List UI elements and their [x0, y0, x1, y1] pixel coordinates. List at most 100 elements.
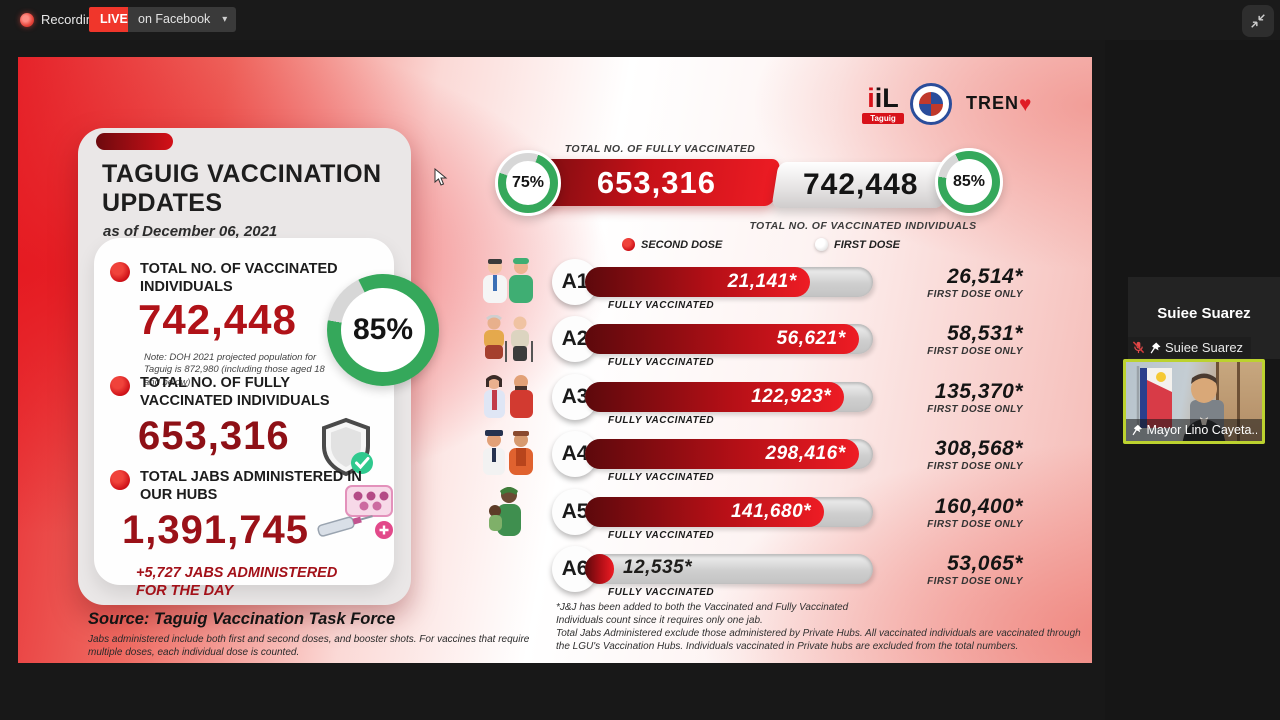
philippine-flag — [1136, 366, 1172, 432]
mouse-cursor — [434, 168, 448, 186]
city-of-taguig-seal — [910, 83, 952, 125]
fully-vaccinated-bar: 122,923* — [585, 382, 873, 412]
stat2-value: 653,316 — [138, 414, 290, 458]
vaccinated-percent-donut-small: 85% — [935, 148, 1003, 216]
bullet-icon — [110, 376, 130, 396]
first-dose-value: 58,531* — [947, 322, 1023, 345]
fully-vaccinated-value: 141,680* — [730, 501, 812, 522]
first-dose-value: 308,568* — [934, 437, 1023, 460]
speaker-nameplate-text: Suiee Suarez — [1165, 340, 1244, 355]
slide-subtitle: as of December 06, 2021 — [103, 223, 278, 240]
brand-pill — [96, 133, 173, 150]
live-destination-dropdown[interactable]: on Facebook ▾ — [128, 7, 237, 32]
first-dose-caption: FIRST DOSE ONLY — [927, 404, 1023, 415]
first-dose-legend-dot — [815, 238, 828, 251]
video-name-text: Mayor Lino Cayeta... — [1146, 423, 1258, 437]
bullet-icon — [110, 262, 130, 282]
fully-vaccinated-bar: 141,680* — [585, 497, 873, 527]
vaccination-infographic-slide: TAGUIG VACCINATION UPDATES as of Decembe… — [18, 57, 1092, 663]
active-speaker-video[interactable]: Mayor Lino Cayeta... — [1123, 359, 1265, 444]
footnote-private-hubs: Total Jabs Administered exclude those ad… — [556, 628, 1081, 653]
fully-vaccinated-value: 56,621* — [776, 328, 846, 349]
senior-citizens-icon — [466, 314, 548, 370]
heart-icon: ♥ — [1019, 93, 1033, 116]
stat1-note: Note: DOH 2021 projected population for … — [144, 352, 325, 388]
bar-caption: FULLY VACCINATED — [608, 300, 715, 311]
bar-caption: FULLY VACCINATED — [608, 587, 715, 598]
stat1-label: TOTAL NO. OF VACCINATED INDIVIDUALS — [140, 261, 338, 296]
stat3-subtext: +5,727 JABS ADMINISTERED FOR THE DAY — [136, 565, 338, 600]
table-row-a6: A6 12,535* FULLY VACCINATED 53,065* FIRS… — [18, 546, 1092, 604]
bar-caption: FULLY VACCINATED — [608, 415, 715, 426]
exit-fullscreen-button[interactable] — [1242, 5, 1274, 37]
footnote-jj: *J&J has been added to both the Vaccinat… — [556, 602, 849, 627]
second-dose-legend-label: SECOND DOSE — [641, 239, 723, 251]
participants-sidebar: Suiee Suarez Suiee Suarez — [1105, 40, 1280, 720]
live-destination-label: on Facebook — [138, 12, 211, 26]
second-dose-legend-dot — [622, 238, 635, 251]
fully-vaccinated-value: 298,416* — [765, 443, 846, 464]
stats-card: TOTAL NO. OF VACCINATED INDIVIDUALS 742,… — [94, 238, 439, 599]
stat3-label: TOTAL JABS ADMINISTERED IN OUR HUBS — [140, 469, 362, 504]
table-row-a2: A2 56,621* FULLY VACCINATED 58,531* FIRS… — [18, 316, 1092, 374]
il-taguig-logo: iiLiL Taguig — [860, 85, 906, 124]
fully-vaccinated-value: 21,141* — [727, 271, 797, 292]
stat1-value: 742,448 — [138, 296, 297, 343]
fully-vaccinated-banner: 653,316 — [533, 159, 781, 206]
fully-percent-donut: 75% — [495, 150, 561, 216]
recording-label: Recording — [41, 12, 101, 27]
mic-muted-icon — [1132, 341, 1145, 354]
first-dose-caption: FIRST DOSE ONLY — [927, 461, 1023, 472]
video-nameplate: Mayor Lino Cayeta... — [1126, 419, 1262, 441]
priority-group-badge: A1 — [552, 259, 598, 305]
indigent-population-icon — [466, 485, 548, 546]
table-row-a1: A1 21,141* FULLY VACCINATED 26,514* FIRS… — [18, 259, 1092, 317]
summary-card: TAGUIG VACCINATION UPDATES as of Decembe… — [78, 128, 439, 605]
bar-caption: FULLY VACCINATED — [608, 472, 715, 483]
first-dose-value: 53,065* — [947, 552, 1023, 575]
vaccinated-individuals-banner: 742,448 — [771, 162, 951, 208]
fully-vaccinated-value: 122,923* — [751, 386, 832, 407]
first-dose-value: 160,400* — [934, 495, 1023, 518]
dropdown-caret-icon: ▾ — [222, 14, 228, 25]
stat2-label: TOTAL NO. OF FULLY VACCINATED INDIVIDUAL… — [140, 375, 330, 410]
vaccinated-banner-label: TOTAL NO. OF VACCINATED INDIVIDUALS — [749, 220, 977, 232]
vaccinated-percent-donut: 85% — [327, 274, 439, 386]
fully-vaccinated-bar: 298,416* — [585, 439, 873, 469]
table-row-a4: A4 298,416* FULLY VACCINATED 308,568* FI… — [18, 431, 1092, 489]
slide-title: TAGUIG VACCINATION UPDATES — [102, 160, 382, 217]
pin-icon — [1150, 342, 1161, 353]
trend-logo: TREN♥ — [966, 93, 1033, 116]
first-dose-caption: FIRST DOSE ONLY — [927, 346, 1023, 357]
recording-dot-icon — [20, 13, 34, 27]
fully-vaccinated-value: 12,535* — [623, 557, 693, 578]
first-dose-value: 135,370* — [934, 380, 1023, 403]
frontline-workers-icon — [466, 430, 548, 485]
fully-vaccinated-bar: 56,621* — [585, 324, 873, 354]
first-dose-caption: FIRST DOSE ONLY — [927, 576, 1023, 587]
shared-screen-stage: TAGUIG VACCINATION UPDATES as of Decembe… — [0, 40, 1280, 720]
meeting-topbar: Recording LIVE on Facebook ▾ — [0, 0, 1280, 40]
fully-vaccinated-bar: 12,535* — [585, 554, 873, 584]
shield-check-icon — [322, 417, 373, 477]
vaccine-kit-icon — [317, 485, 393, 539]
speaker-nameplate: Suiee Suarez — [1128, 337, 1252, 358]
fully-vaccinated-banner-label: TOTAL NO. OF FULLY VACCINATED — [564, 143, 756, 155]
table-row-a5: A5 141,680* FULLY VACCINATED 160,400* FI… — [18, 489, 1092, 547]
fully-vaccinated-bar: 21,141* — [585, 267, 873, 297]
healthcare-workers-icon — [466, 258, 548, 311]
speaker-tile-name: Suiee Suarez — [1157, 305, 1251, 322]
source-line: Source: Taguig Vaccination Task Force — [88, 610, 396, 628]
stat3-value: 1,391,745 — [122, 508, 309, 552]
bar-caption: FULLY VACCINATED — [608, 357, 715, 368]
bullet-icon — [110, 470, 130, 490]
first-dose-legend-label: FIRST DOSE — [834, 239, 901, 251]
first-dose-caption: FIRST DOSE ONLY — [927, 519, 1023, 530]
pin-icon — [1132, 424, 1143, 436]
first-dose-caption: FIRST DOSE ONLY — [927, 289, 1023, 300]
collapse-arrows-icon — [1251, 14, 1265, 28]
first-dose-value: 26,514* — [947, 265, 1023, 288]
source-note: Jabs administered include both first and… — [88, 634, 530, 658]
bar-caption: FULLY VACCINATED — [608, 530, 715, 541]
